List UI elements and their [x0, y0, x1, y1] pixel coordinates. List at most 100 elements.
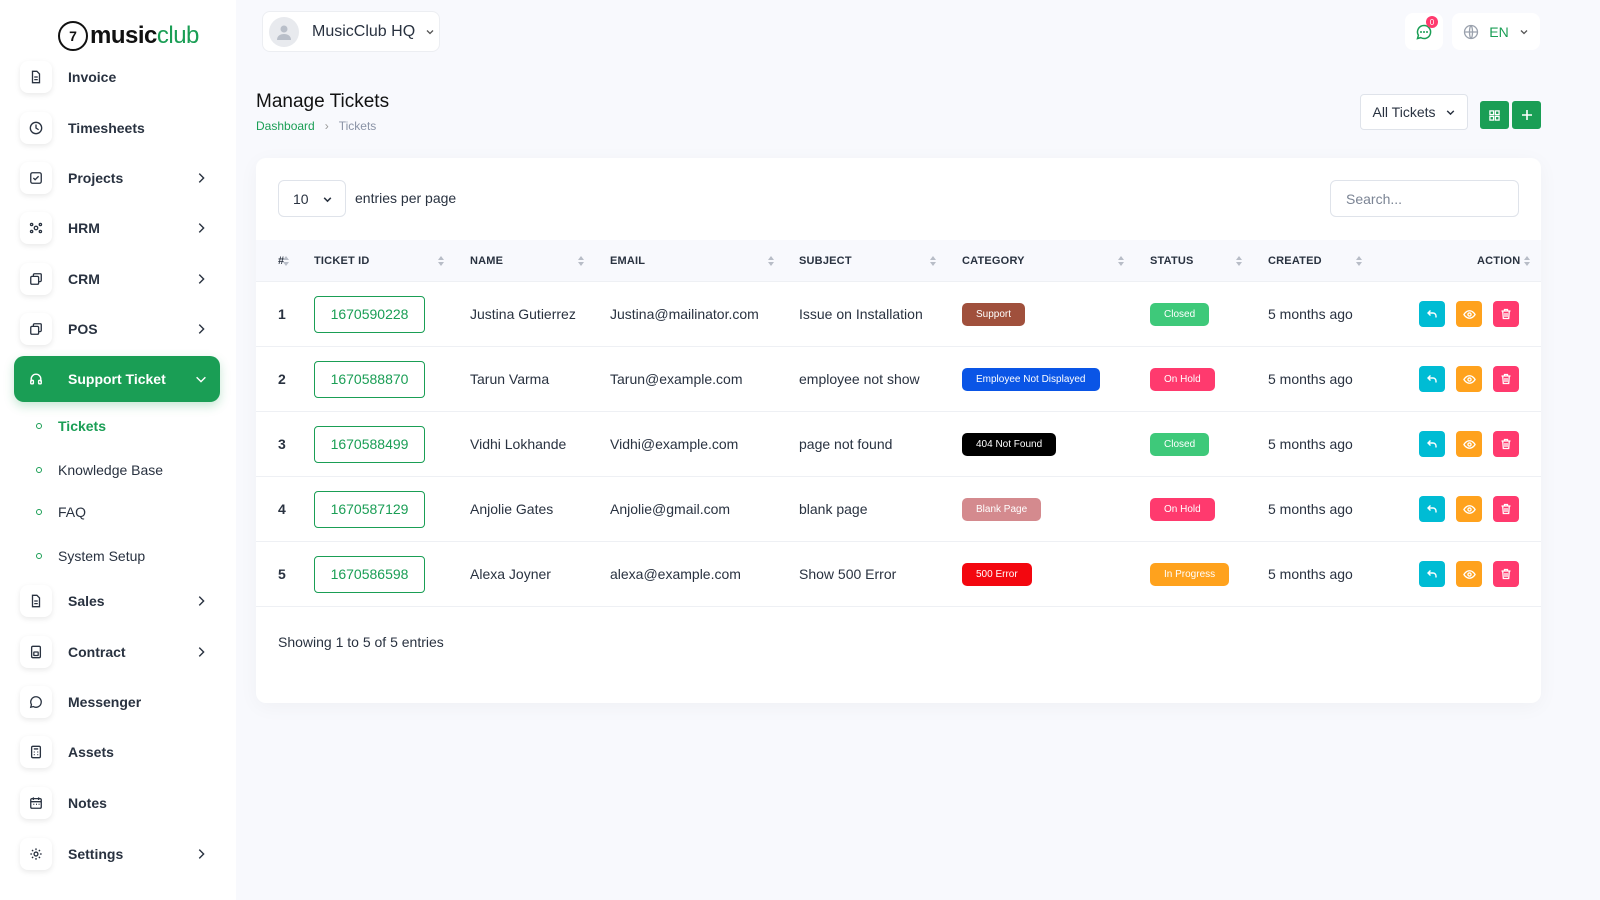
- view-button[interactable]: [1456, 301, 1482, 327]
- ticket-id-button[interactable]: 1670590228: [314, 295, 425, 333]
- reply-button[interactable]: [1419, 431, 1445, 457]
- clock-icon: [20, 112, 52, 144]
- table-row: 1 1670590228 Justina Gutierrez Justina@mail…: [256, 282, 1541, 347]
- reply-button[interactable]: [1419, 301, 1445, 327]
- status-cell: On Hold: [1150, 477, 1215, 541]
- delete-button[interactable]: [1493, 301, 1519, 327]
- entries-per-page-select[interactable]: 10: [278, 180, 346, 217]
- sidebar-item-notes[interactable]: Notes: [14, 780, 220, 826]
- sidebar-item-contract[interactable]: Contract: [14, 629, 220, 675]
- chevron-right-icon: [198, 647, 205, 657]
- logo-mark: 7: [58, 21, 88, 51]
- entries-per-page-value: 10: [293, 190, 309, 207]
- trash-icon: [1500, 503, 1512, 515]
- trash-icon: [1500, 308, 1512, 320]
- category-badge: Blank Page: [962, 497, 1042, 521]
- grid-view-button[interactable]: [1480, 101, 1509, 129]
- grid-icon: [1489, 109, 1500, 121]
- ticket-created: 5 months ago: [1268, 501, 1353, 517]
- sort-icon: [768, 256, 774, 266]
- ticket-email: alexa@example.com: [610, 566, 741, 582]
- reply-button[interactable]: [1419, 561, 1445, 587]
- ticket-id-cell: 1670586598: [314, 542, 425, 606]
- sidebar-item-projects[interactable]: Projects: [14, 155, 220, 201]
- sidebar-item-crm[interactable]: CRM: [14, 256, 220, 302]
- category-badge: Employee Not Displayed: [962, 367, 1100, 391]
- breadcrumb-dashboard-link[interactable]: Dashboard: [256, 119, 315, 133]
- sidebar-item-label: Assets: [68, 744, 114, 760]
- sidebar-subitem-label: System Setup: [58, 548, 146, 564]
- view-button[interactable]: [1456, 561, 1482, 587]
- delete-button[interactable]: [1493, 431, 1519, 457]
- brand-logo[interactable]: 7 music club: [58, 18, 199, 54]
- column-header-action[interactable]: ACTION: [1477, 255, 1521, 267]
- sidebar-subitem-tickets[interactable]: Tickets: [36, 414, 106, 438]
- breadcrumb-separator: ›: [324, 119, 329, 133]
- status-badge: Closed: [1150, 432, 1210, 456]
- chevron-right-icon: [198, 173, 205, 183]
- ticket-filter-dropdown[interactable]: All Tickets: [1360, 94, 1468, 130]
- sidebar-subitem-system-setup[interactable]: System Setup: [36, 544, 145, 568]
- delete-button[interactable]: [1493, 561, 1519, 587]
- calculator-icon: [20, 736, 52, 768]
- row-number: 1: [278, 306, 286, 322]
- sidebar-subitem-faq[interactable]: FAQ: [36, 500, 86, 524]
- ticket-id-button[interactable]: 1670588499: [314, 425, 425, 463]
- reply-button[interactable]: [1419, 366, 1445, 392]
- search-input[interactable]: [1330, 180, 1519, 217]
- sidebar-subitem-knowledge-base[interactable]: Knowledge Base: [36, 458, 163, 482]
- ticket-id-cell: 1670588870: [314, 347, 425, 411]
- sidebar-item-hrm[interactable]: HRM: [14, 205, 220, 251]
- layers-icon: [20, 263, 52, 295]
- view-button[interactable]: [1456, 431, 1482, 457]
- column-header-status[interactable]: STATUS: [1150, 255, 1194, 267]
- column-header-created[interactable]: CREATED: [1268, 255, 1322, 267]
- delete-button[interactable]: [1493, 366, 1519, 392]
- column-header-subject[interactable]: SUBJECT: [799, 255, 852, 267]
- sidebar-item-invoice[interactable]: Invoice: [14, 54, 220, 100]
- column-header-email[interactable]: EMAIL: [610, 255, 646, 267]
- chevron-right-icon: [198, 849, 205, 859]
- reply-button[interactable]: [1419, 496, 1445, 522]
- column-header-category[interactable]: CATEGORY: [962, 255, 1025, 267]
- language-selector[interactable]: EN: [1452, 13, 1540, 50]
- sidebar-item-label: Timesheets: [68, 120, 145, 136]
- sidebar-item-label: CRM: [68, 271, 100, 287]
- messages-button[interactable]: 0: [1405, 13, 1443, 50]
- eye-icon: [1462, 373, 1476, 386]
- sidebar-item-pos[interactable]: POS: [14, 306, 220, 352]
- ticket-name: Tarun Varma: [470, 371, 550, 387]
- category-cell: 500 Error: [962, 542, 1032, 606]
- status-cell: Closed: [1150, 282, 1210, 346]
- chevron-down-icon: [426, 29, 434, 34]
- delete-button[interactable]: [1493, 496, 1519, 522]
- column-header-number[interactable]: #: [278, 255, 285, 267]
- sidebar-item-support-ticket[interactable]: Support Ticket: [14, 356, 220, 402]
- view-button[interactable]: [1456, 496, 1482, 522]
- sidebar-item-messenger[interactable]: Messenger: [14, 679, 220, 725]
- eye-icon: [1462, 438, 1476, 451]
- sort-icon: [1118, 256, 1124, 266]
- column-header-name[interactable]: NAME: [470, 255, 504, 267]
- status-badge: Closed: [1150, 302, 1210, 326]
- sidebar-item-settings[interactable]: Settings: [14, 831, 220, 877]
- category-cell: Employee Not Displayed: [962, 347, 1100, 411]
- table-row: 2 1670588870 Tarun Varma Tarun@example.com e…: [256, 347, 1541, 412]
- ticket-id-button[interactable]: 1670586598: [314, 555, 425, 593]
- sidebar-item-sales[interactable]: Sales: [14, 578, 220, 624]
- ticket-id-button[interactable]: 1670587129: [314, 490, 425, 528]
- workspace-selector[interactable]: MusicClub HQ: [262, 11, 440, 52]
- ticket-subject: employee not show: [799, 371, 920, 387]
- chat-icon: [1416, 24, 1432, 40]
- category-badge: 404 Not Found: [962, 432, 1057, 456]
- sidebar-item-assets[interactable]: Assets: [14, 729, 220, 775]
- status-badge: On Hold: [1150, 367, 1215, 391]
- sidebar-item-timesheets[interactable]: Timesheets: [14, 105, 220, 151]
- ticket-email: Vidhi@example.com: [610, 436, 739, 452]
- column-header-ticket-id[interactable]: TICKET ID: [314, 255, 370, 267]
- ticket-id-button[interactable]: 1670588870: [314, 360, 425, 398]
- view-button[interactable]: [1456, 366, 1482, 392]
- language-code: EN: [1489, 23, 1509, 40]
- ticket-email: Justina@mailinator.com: [610, 306, 759, 322]
- add-ticket-button[interactable]: [1512, 101, 1541, 129]
